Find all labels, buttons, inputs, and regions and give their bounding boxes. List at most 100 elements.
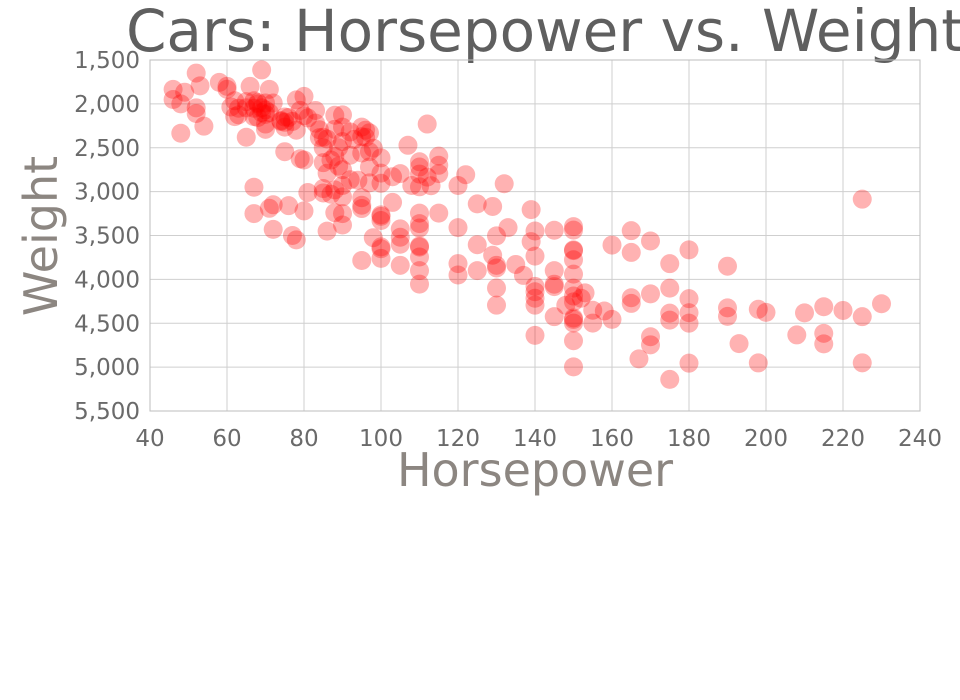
y-tick-label: 5,000 xyxy=(74,355,140,381)
data-point xyxy=(275,112,295,132)
data-point xyxy=(748,353,768,373)
data-point xyxy=(410,152,429,172)
x-tick-label: 180 xyxy=(667,426,711,452)
data-point xyxy=(263,195,283,215)
data-point xyxy=(852,189,872,209)
data-point xyxy=(352,195,372,215)
data-point xyxy=(252,103,272,123)
data-point xyxy=(814,323,834,343)
data-point xyxy=(263,219,283,239)
data-point xyxy=(294,150,314,170)
data-point xyxy=(329,156,349,176)
data-point xyxy=(521,200,541,220)
data-point xyxy=(641,335,660,355)
data-point xyxy=(256,100,275,120)
data-point xyxy=(325,147,345,167)
data-point xyxy=(564,308,583,328)
data-point xyxy=(279,196,299,216)
data-point xyxy=(244,98,264,118)
data-point xyxy=(525,246,545,266)
data-point xyxy=(317,221,337,241)
data-point xyxy=(525,276,545,296)
data-point xyxy=(448,254,468,274)
data-point xyxy=(448,265,468,285)
data-point xyxy=(221,97,241,117)
data-point xyxy=(498,218,518,238)
data-point xyxy=(525,295,545,315)
data-point xyxy=(629,349,649,369)
data-point xyxy=(371,163,391,183)
data-point xyxy=(309,120,329,140)
data-point xyxy=(344,129,364,149)
data-point xyxy=(429,203,449,223)
data-point xyxy=(225,107,245,127)
data-point xyxy=(244,91,264,111)
data-point xyxy=(483,245,503,265)
data-point xyxy=(217,76,237,96)
data-point xyxy=(621,288,641,308)
data-point xyxy=(410,164,429,184)
data-point xyxy=(410,236,429,256)
data-point xyxy=(282,226,302,245)
data-point xyxy=(679,353,699,373)
data-point xyxy=(194,116,214,136)
data-point xyxy=(313,183,333,203)
data-point xyxy=(564,241,583,261)
data-point xyxy=(564,217,583,237)
y-tick-label: 2,000 xyxy=(74,92,140,118)
data-point xyxy=(556,295,576,315)
x-tick-label: 220 xyxy=(821,426,865,452)
data-point xyxy=(564,264,583,284)
data-point xyxy=(229,98,249,118)
data-point xyxy=(679,240,699,260)
data-point xyxy=(544,277,564,297)
data-point xyxy=(852,307,872,327)
data-point xyxy=(225,91,245,111)
data-point xyxy=(352,127,372,147)
data-point xyxy=(356,120,376,140)
x-axis-title: Horsepower xyxy=(397,443,673,497)
points-layer xyxy=(163,60,891,389)
data-point xyxy=(313,153,333,173)
data-point xyxy=(487,255,506,275)
data-point xyxy=(325,180,345,200)
data-point xyxy=(244,177,264,197)
data-point xyxy=(748,299,768,319)
data-point xyxy=(371,210,391,230)
data-point xyxy=(290,100,310,120)
data-point xyxy=(290,149,310,169)
data-point xyxy=(494,174,514,194)
data-point xyxy=(564,250,583,270)
data-point xyxy=(456,165,476,185)
data-point xyxy=(410,237,429,257)
data-point xyxy=(729,334,749,354)
data-point xyxy=(352,199,372,219)
data-point xyxy=(872,294,891,314)
data-point xyxy=(286,90,306,110)
data-point xyxy=(229,105,249,125)
data-point xyxy=(621,221,641,241)
y-tick-label: 4,000 xyxy=(74,267,140,293)
data-point xyxy=(217,79,237,99)
data-point xyxy=(294,86,314,106)
data-point xyxy=(506,254,526,274)
x-tick-label: 240 xyxy=(898,426,942,452)
data-point xyxy=(621,242,641,262)
data-point xyxy=(521,232,541,252)
data-point xyxy=(333,160,352,180)
data-point xyxy=(448,218,468,238)
data-point xyxy=(660,254,680,274)
data-point xyxy=(544,220,564,240)
data-point xyxy=(313,138,333,158)
y-tick-label: 3,000 xyxy=(74,180,140,206)
data-point xyxy=(313,127,333,147)
data-point xyxy=(371,206,391,226)
data-point xyxy=(352,188,372,208)
data-point xyxy=(321,150,341,170)
data-point xyxy=(390,234,410,254)
data-point xyxy=(402,175,422,195)
data-point xyxy=(756,302,776,322)
data-point xyxy=(306,113,326,133)
data-point xyxy=(544,307,564,327)
